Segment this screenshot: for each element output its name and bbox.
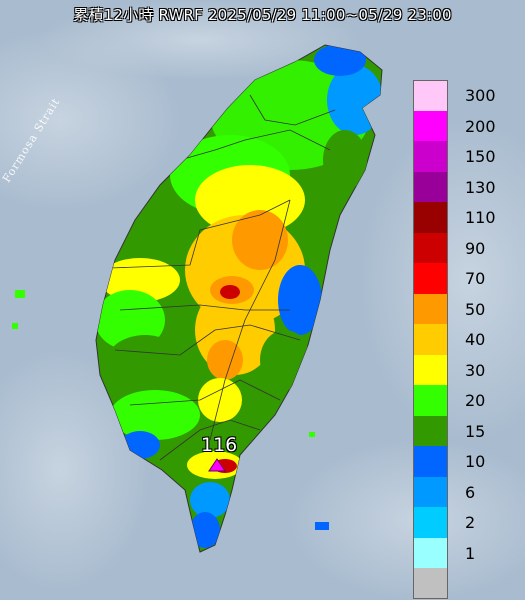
legend-swatch: [413, 568, 448, 599]
legend-label: 1: [465, 543, 476, 563]
legend-swatch: [413, 202, 448, 233]
precip-area: [105, 335, 185, 395]
legend-row: 15: [413, 415, 513, 446]
legend-row: 90: [413, 232, 513, 263]
cloud-patch: [40, 0, 360, 80]
legend-row: 40: [413, 324, 513, 355]
legend-label: 110: [465, 208, 496, 227]
cloud-patch: [0, 350, 150, 590]
legend-swatch: [413, 263, 448, 294]
legend-swatch: [413, 171, 448, 202]
legend-row: 110: [413, 202, 513, 233]
precip-area: [207, 340, 243, 380]
legend-row: 50: [413, 293, 513, 324]
legend-label: 2: [465, 513, 476, 532]
legend-label: 70: [465, 269, 486, 288]
county-borders: [109, 94, 336, 461]
precip-area: [314, 45, 366, 76]
legend-swatch: [413, 537, 448, 568]
legend-label: 130: [465, 177, 496, 197]
legend-label: 30: [465, 360, 486, 380]
legend-swatch: [413, 141, 448, 172]
legend: 300 200 150 130 110 90 70 50: [413, 80, 513, 599]
legend-row: 20: [413, 385, 513, 416]
legend-label: 150: [465, 147, 496, 166]
legend-swatch: [413, 385, 448, 416]
legend-swatch: [413, 354, 448, 385]
precip-speck: [315, 522, 329, 530]
precip-area: [232, 210, 288, 270]
legend-row: 300: [413, 80, 513, 111]
legend-swatch: [413, 110, 448, 141]
legend-swatch: [413, 80, 448, 111]
precip-area: [110, 390, 200, 440]
precip-area: [190, 512, 220, 548]
precip-field: [96, 45, 382, 548]
legend-row: 6: [413, 476, 513, 507]
legend-label: 300: [465, 86, 496, 105]
legend-label: 90: [465, 238, 486, 258]
legend-label: 200: [465, 116, 496, 136]
max-rainfall-value: 116: [201, 434, 238, 456]
legend-row: [413, 568, 513, 599]
precip-area: [220, 285, 240, 299]
legend-row: 30: [413, 354, 513, 385]
precip-speck: [309, 432, 315, 437]
legend-row: 2: [413, 507, 513, 538]
legend-label: 20: [465, 391, 486, 410]
triangle-shape: [208, 458, 226, 472]
legend-label: 10: [465, 452, 486, 471]
legend-row: 1: [413, 537, 513, 568]
precip-speck: [15, 290, 25, 298]
max-station-triangle-icon: [208, 458, 226, 472]
map-title: 累積12小時 RWRF 2025/05/29 11:00~05/29 23:00: [73, 6, 452, 24]
precip-area: [190, 482, 230, 518]
legend-swatch: [413, 415, 448, 446]
precip-area: [323, 130, 367, 190]
legend-row: 200: [413, 110, 513, 141]
legend-label: 6: [465, 482, 476, 502]
precip-area: [278, 265, 322, 335]
legend-row: 10: [413, 446, 513, 477]
legend-label: 15: [465, 421, 486, 441]
legend-swatch: [413, 324, 448, 355]
legend-swatch: [413, 293, 448, 324]
legend-swatch: [413, 476, 448, 507]
precip-area: [100, 258, 180, 302]
precip-speck: [12, 323, 18, 329]
legend-row: 130: [413, 171, 513, 202]
legend-row: 150: [413, 141, 513, 172]
legend-swatch: [413, 232, 448, 263]
legend-label: 50: [465, 299, 486, 319]
precip-area: [96, 290, 165, 350]
cloud-patch: [290, 440, 525, 600]
legend-row: 70: [413, 263, 513, 294]
legend-swatch: [413, 507, 448, 538]
legend-swatch: [413, 446, 448, 477]
legend-label: 40: [465, 330, 486, 349]
